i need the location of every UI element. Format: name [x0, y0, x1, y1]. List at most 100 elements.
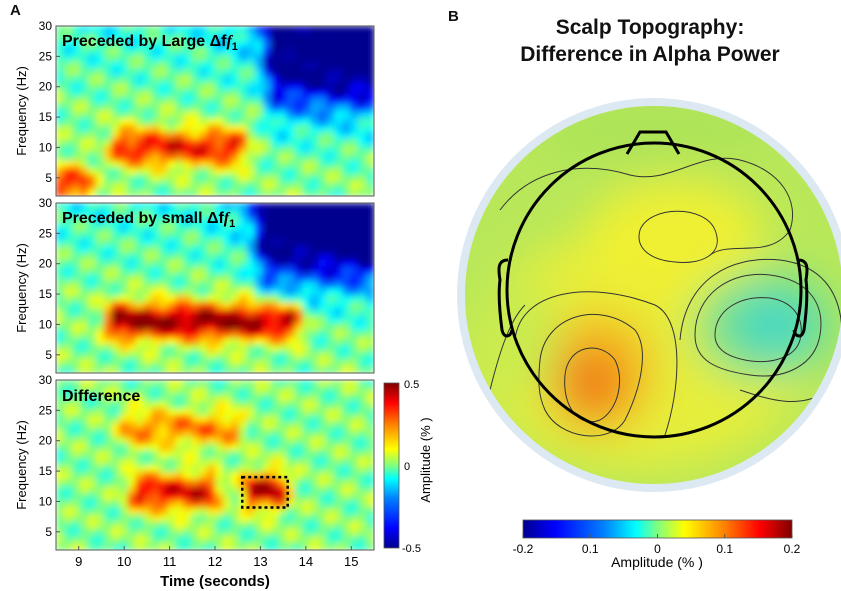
heatmap-cell: [358, 472, 367, 480]
heatmap-cell: [127, 408, 137, 417]
heatmap-cell: [318, 26, 327, 34]
heatmap-cell: [143, 429, 152, 438]
heatmap-cell: [151, 259, 160, 268]
heatmap-cell: [222, 486, 232, 494]
heatmap-cell: [159, 465, 168, 473]
heatmap-cell: [135, 217, 145, 225]
heatmap-cell: [199, 323, 208, 332]
heatmap-cell: [246, 103, 256, 112]
heatmap-cell: [366, 309, 374, 317]
heatmap-cell: [270, 288, 280, 296]
heatmap-cell: [135, 75, 145, 84]
heatmap-cell: [246, 96, 256, 105]
heatmap-cell: [326, 302, 335, 310]
heatmap-cell: [286, 514, 296, 523]
heatmap-cell: [111, 224, 121, 232]
heatmap-cell: [350, 75, 359, 84]
heatmap-cell: [215, 472, 224, 480]
heatmap-cell: [334, 295, 343, 303]
heatmap-cell: [270, 210, 280, 218]
heatmap-cell: [167, 203, 176, 211]
heatmap-cell: [278, 542, 288, 550]
heatmap-cell: [294, 521, 304, 530]
heatmap-cell: [318, 436, 327, 445]
heatmap-cell: [175, 89, 184, 98]
colorbar-b-tick-label: -0.2: [513, 542, 534, 556]
heatmap-cell: [79, 351, 89, 360]
heatmap-cell: [286, 316, 296, 325]
heatmap-cell: [262, 75, 272, 84]
heatmap-cell: [350, 542, 359, 550]
heatmap-cell: [103, 203, 113, 211]
heatmap-cell: [167, 118, 176, 126]
heatmap-cell: [71, 33, 81, 41]
heatmap-cell: [199, 96, 208, 105]
heatmap-cell: [262, 365, 272, 373]
heatmap-cell: [254, 507, 264, 516]
heatmap-cell: [56, 167, 65, 176]
colorbar-b: -0.2 0.1 0 0.1 0.2 Amplitude (% ): [513, 519, 801, 570]
heatmap-cell: [71, 323, 81, 332]
heatmap-cell: [175, 542, 184, 550]
heatmap-cell: [350, 33, 359, 41]
heatmap-cell: [350, 231, 359, 240]
topography-title-line-2: Difference in Alpha Power: [520, 43, 780, 66]
heatmap-cell: [63, 365, 73, 373]
heatmap-cell: [95, 188, 105, 196]
heatmap-cell: [87, 330, 97, 339]
heatmap-cell: [278, 472, 288, 480]
heatmap-cell: [143, 309, 152, 317]
heatmap-cell: [302, 401, 311, 409]
heatmap-cell: [111, 507, 121, 516]
heatmap-cell: [95, 302, 105, 310]
heatmap-cell: [246, 337, 256, 346]
heatmap-cell: [87, 231, 97, 240]
heatmap-cell: [246, 118, 256, 126]
heatmap-cell: [342, 422, 351, 431]
heatmap-cell: [87, 443, 97, 452]
heatmap-cell: [143, 288, 152, 296]
heatmap-cell: [56, 231, 65, 240]
topography-panel: -0.2 0.1 0 0.1 0.2 Amplitude (% ): [457, 98, 841, 570]
heatmap-cell: [230, 266, 240, 275]
heatmap-cell: [151, 330, 160, 339]
heatmap-cell: [270, 316, 280, 325]
heatmap-cell: [334, 288, 343, 296]
heatmap-cell: [56, 82, 65, 91]
heatmap-cell: [286, 174, 296, 183]
heatmap-cell: [143, 174, 152, 183]
heatmap-cell: [310, 380, 319, 388]
heatmap-cell: [135, 408, 145, 417]
heatmap-cell: [318, 323, 327, 332]
heatmap-cell: [350, 96, 359, 105]
heatmap-cell: [270, 479, 280, 487]
heatmap-cell: [310, 309, 319, 317]
y-tick-label: 15: [39, 287, 53, 301]
heatmap-cell: [79, 387, 89, 395]
heatmap-cell: [342, 295, 351, 303]
heatmap-cell: [175, 429, 184, 438]
heatmap-cell: [56, 323, 65, 332]
heatmap-cell: [294, 344, 304, 353]
heatmap-cell: [326, 316, 335, 325]
heatmap-cell: [63, 203, 73, 211]
heatmap-cell: [111, 153, 121, 162]
heatmap-cell: [286, 231, 296, 240]
heatmap-cell: [302, 273, 311, 282]
heatmap-cell: [175, 47, 184, 55]
heatmap-cell: [119, 259, 129, 268]
heatmap-cell: [167, 273, 176, 282]
heatmap-cell: [56, 443, 65, 452]
heatmap-cell: [254, 118, 264, 126]
heatmap-cell: [318, 111, 327, 119]
heatmap-cell: [87, 486, 97, 494]
heatmap-cell: [350, 273, 359, 282]
heatmap-cell: [63, 40, 73, 48]
heatmap-cell: [294, 238, 304, 247]
heatmap-cell: [95, 47, 105, 55]
heatmap-cell: [215, 295, 224, 303]
heatmap-cell: [326, 111, 335, 119]
heatmap-cell: [366, 210, 374, 218]
heatmap-cell: [103, 252, 113, 261]
heatmap-cell: [95, 160, 105, 169]
